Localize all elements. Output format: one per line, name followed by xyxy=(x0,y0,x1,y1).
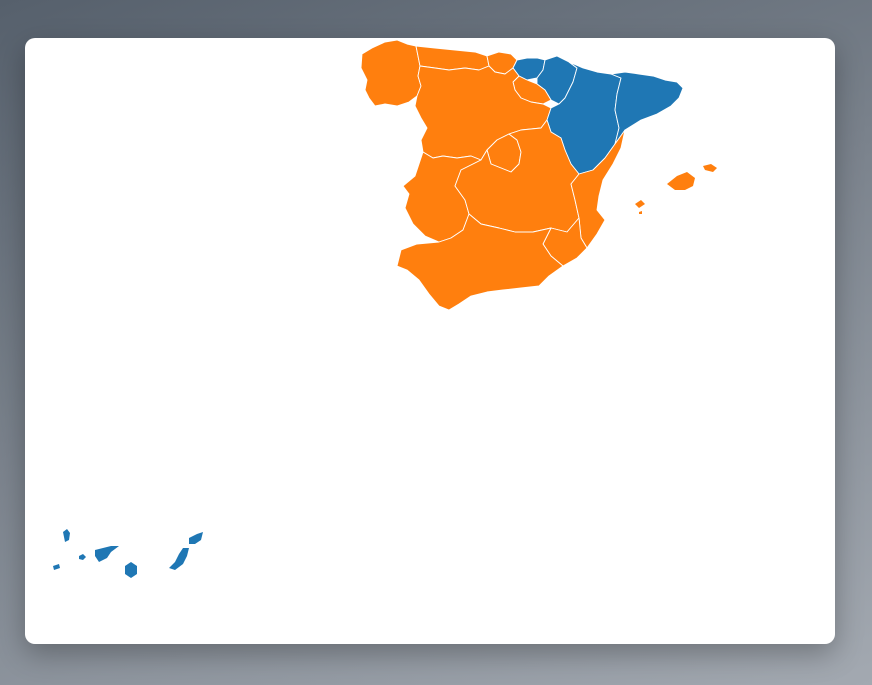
spain-choropleth-map xyxy=(53,39,717,578)
region-cataluna[interactable] xyxy=(610,71,684,145)
region-islas-baleares[interactable] xyxy=(635,164,717,214)
region-asturias[interactable] xyxy=(415,45,490,71)
map-card xyxy=(25,38,835,644)
region-canarias[interactable] xyxy=(53,529,203,578)
region-andalucia[interactable] xyxy=(396,213,564,311)
region-galicia[interactable] xyxy=(360,39,422,107)
region-comunidad-valenciana[interactable] xyxy=(570,129,626,249)
